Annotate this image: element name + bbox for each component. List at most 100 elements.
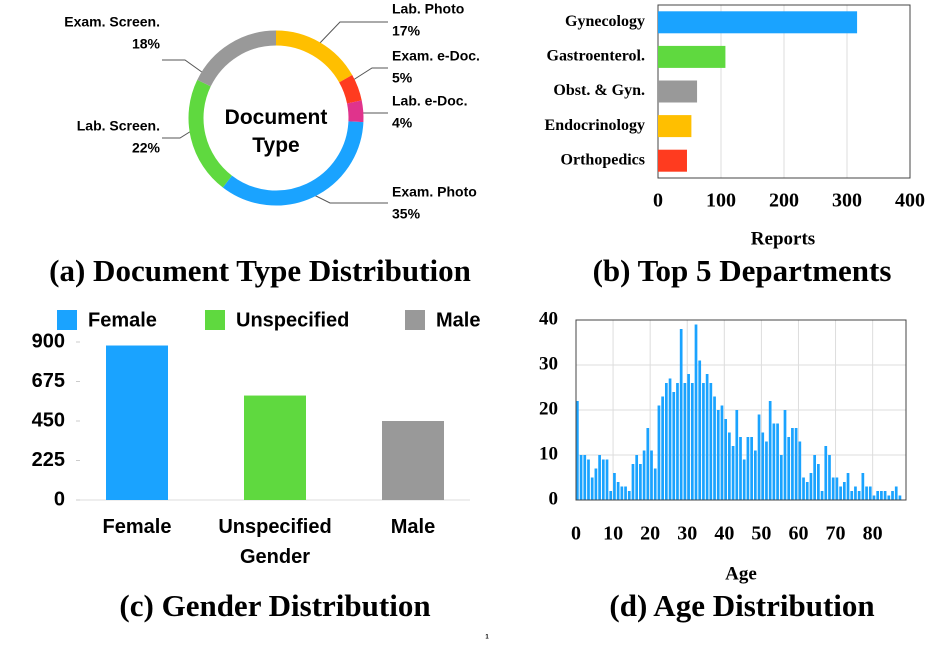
caption: (a) Document Type Distribution xyxy=(49,253,471,288)
bar xyxy=(683,383,687,500)
x-axis-label: Age xyxy=(725,563,757,584)
bar xyxy=(787,437,791,500)
caption: (c) Gender Distribution xyxy=(119,588,430,623)
y-tick-label: Obst. & Gyn. xyxy=(553,82,645,99)
y-tick-label: 450 xyxy=(32,409,65,431)
bar xyxy=(768,401,772,500)
slice xyxy=(222,121,364,206)
x-tick-label: 100 xyxy=(706,190,736,212)
bar xyxy=(850,491,854,500)
bar xyxy=(658,115,692,138)
y-tick-label: Gynecology xyxy=(565,13,645,30)
caption: (b) Top 5 Departments xyxy=(593,253,892,288)
bar xyxy=(709,383,713,500)
bar xyxy=(802,477,805,500)
legend-label: Unspecified xyxy=(236,309,349,331)
y-tick-label: Endocrinology xyxy=(545,117,645,134)
bar xyxy=(587,459,590,500)
bar xyxy=(772,423,776,500)
legend-swatch xyxy=(405,310,425,330)
x-tick-label: Female xyxy=(102,516,172,538)
bar xyxy=(739,437,742,500)
bar xyxy=(846,473,850,500)
bar xyxy=(716,410,720,500)
bar xyxy=(624,486,627,500)
bar xyxy=(590,477,594,500)
bar xyxy=(883,491,887,500)
bar xyxy=(668,378,672,500)
x-axis-label: Reports xyxy=(751,228,815,249)
x-tick-label: 50 xyxy=(751,523,771,545)
y-tick-label: 30 xyxy=(539,353,558,374)
slice-value-label: 35% xyxy=(392,206,421,222)
bar xyxy=(898,495,902,500)
x-tick-label: 0 xyxy=(653,190,663,212)
bar xyxy=(653,468,657,500)
bar xyxy=(676,383,679,500)
x-tick-label: 70 xyxy=(826,523,846,545)
y-tick-label: 675 xyxy=(32,370,65,392)
slice-value-label: 4% xyxy=(392,115,413,131)
bar xyxy=(579,455,583,500)
bar xyxy=(702,383,705,500)
x-tick-label: 80 xyxy=(863,523,883,545)
x-tick-label: 10 xyxy=(603,523,623,545)
slice xyxy=(339,75,362,104)
y-tick-label: Orthopedics xyxy=(561,151,645,168)
bar xyxy=(813,455,817,500)
bar xyxy=(809,473,813,500)
y-tick-label: 20 xyxy=(539,398,558,419)
bar xyxy=(805,482,809,500)
bar xyxy=(724,419,728,500)
x-tick-label: 60 xyxy=(788,523,808,545)
bar xyxy=(382,421,444,500)
bar xyxy=(705,374,709,500)
x-tick-label: Male xyxy=(390,516,436,538)
x-tick-label: Unspecified Gender xyxy=(218,516,332,568)
slice xyxy=(197,30,277,87)
bar xyxy=(635,455,639,500)
bar xyxy=(698,360,702,500)
bar xyxy=(658,45,726,68)
bar xyxy=(746,437,750,500)
bar xyxy=(820,491,824,500)
bar xyxy=(658,149,687,172)
plot-frame xyxy=(575,319,907,501)
slice-label: Lab. e-Doc. xyxy=(392,93,467,109)
bar xyxy=(672,392,676,500)
bar xyxy=(742,459,746,500)
slice-label: Exam. Screen. xyxy=(64,14,160,30)
x-tick-label: 0 xyxy=(571,523,581,545)
bar xyxy=(835,477,839,500)
bar xyxy=(839,486,842,500)
bar xyxy=(646,428,650,500)
bar xyxy=(817,464,820,500)
bar xyxy=(828,455,831,500)
bar xyxy=(854,486,857,500)
slice-value-label: 22% xyxy=(132,140,161,156)
bar xyxy=(868,486,872,500)
x-tick-label-box: Male xyxy=(390,516,436,538)
bar xyxy=(880,491,883,500)
bar xyxy=(779,455,783,500)
bar xyxy=(865,486,868,500)
bar xyxy=(583,455,587,500)
caption: (d) Age Distribution xyxy=(609,588,874,623)
bar xyxy=(650,450,653,500)
bar xyxy=(661,396,664,500)
bar xyxy=(791,428,794,500)
bar xyxy=(631,464,635,500)
bar xyxy=(831,477,835,500)
bar xyxy=(891,491,894,500)
bar xyxy=(765,441,768,500)
bar xyxy=(861,473,865,500)
bar xyxy=(244,395,306,500)
x-tick-label: 400 xyxy=(895,190,925,212)
bar xyxy=(720,405,724,500)
x-tick-label: 30 xyxy=(677,523,697,545)
slice-value-label: 5% xyxy=(392,70,413,86)
x-tick-label-box: Unspecified Gender xyxy=(218,516,332,568)
slice-label: Exam. e-Doc. xyxy=(392,48,480,64)
bar xyxy=(687,374,690,500)
